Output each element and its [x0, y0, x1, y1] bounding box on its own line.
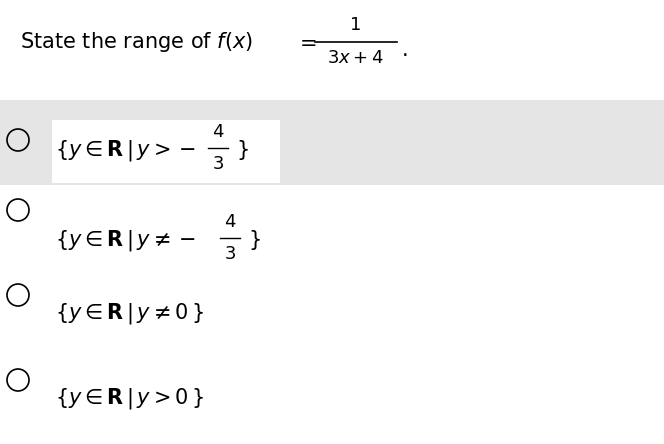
- Text: $\}$: $\}$: [248, 228, 261, 252]
- Text: $\}$: $\}$: [236, 138, 249, 162]
- Text: $4$: $4$: [224, 213, 236, 231]
- Text: $=$: $=$: [295, 32, 317, 52]
- Text: State the range of $f(x)$: State the range of $f(x)$: [20, 30, 253, 54]
- Text: $\{y \in \mathbf{R}\,|\,y\neq-$: $\{y \in \mathbf{R}\,|\,y\neq-$: [55, 227, 196, 253]
- Text: $\{y \in \mathbf{R}\,|\,y>0\,\}$: $\{y \in \mathbf{R}\,|\,y>0\,\}$: [55, 385, 204, 411]
- Text: $1$: $1$: [349, 16, 361, 34]
- Bar: [52, 120, 280, 183]
- Text: .: .: [402, 40, 408, 60]
- Bar: [0, 100, 664, 185]
- Text: $3$: $3$: [224, 245, 236, 263]
- Text: $\{y \in \mathbf{R}\,|\,y>-$: $\{y \in \mathbf{R}\,|\,y>-$: [55, 138, 196, 163]
- Text: $3x+4$: $3x+4$: [327, 49, 383, 67]
- Text: $3$: $3$: [212, 155, 224, 173]
- Text: $\{y \in \mathbf{R}\,|\,y\neq 0\,\}$: $\{y \in \mathbf{R}\,|\,y\neq 0\,\}$: [55, 301, 204, 325]
- Text: $4$: $4$: [212, 123, 224, 141]
